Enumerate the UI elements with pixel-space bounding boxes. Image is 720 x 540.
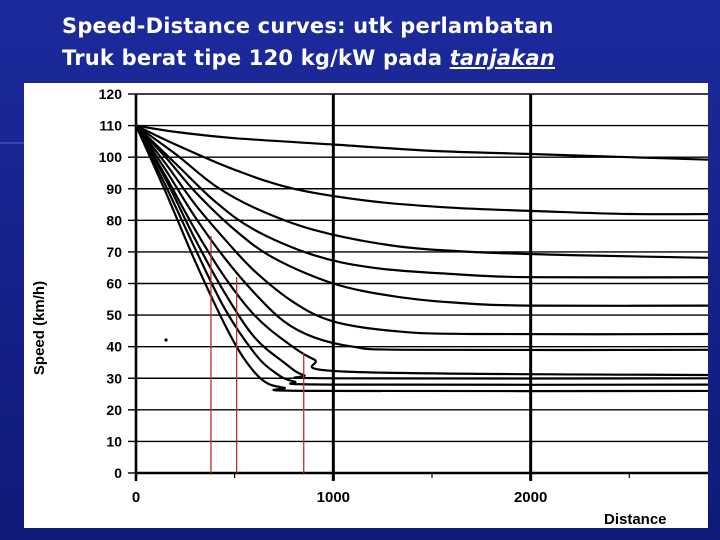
y-axis-label: Speed (km/h) [31, 281, 48, 375]
speed-curve-4 [135, 124, 708, 279]
chart-panel: 0102030405060708090100110120010002000300… [24, 83, 708, 528]
y-tick-label: 60 [106, 276, 122, 292]
speed-curve-11 [134, 125, 708, 393]
curve-layer [134, 124, 708, 393]
y-tick-label: 90 [106, 181, 122, 197]
y-tick-label: 110 [99, 118, 122, 134]
y-tick-label: 120 [99, 86, 123, 102]
x-tick-label: 1000 [317, 489, 350, 506]
speed-curve-7 [135, 124, 708, 352]
speed-curve-5 [135, 124, 708, 307]
grid-layer [128, 93, 708, 481]
title-line-2-emphasis: tanjakan [449, 46, 555, 70]
y-tick-label: 10 [106, 433, 122, 449]
y-tick-label: 100 [99, 149, 123, 165]
speed-curve-3 [135, 124, 708, 259]
speed-curve-9 [135, 125, 708, 380]
tick-layer: 0102030405060708090100110120010002000300… [99, 86, 548, 506]
y-tick-label: 0 [114, 465, 122, 481]
x-tick-label: 2000 [514, 489, 547, 506]
marker-layer [164, 236, 305, 473]
scan-dot [164, 338, 168, 342]
speed-distance-chart: 0102030405060708090100110120010002000300… [31, 86, 708, 528]
y-tick-label: 20 [106, 402, 122, 418]
title-line-2-text: Truk berat tipe 120 kg/kW pada [62, 46, 450, 70]
y-tick-label: 50 [106, 307, 122, 323]
x-axis-label: Distance [604, 511, 667, 528]
speed-curve-1 [135, 124, 708, 161]
y-tick-label: 80 [106, 212, 122, 228]
slide-title: Speed-Distance curves: utk perlambatan T… [62, 10, 712, 74]
speed-curve-2 [135, 124, 708, 216]
speed-curve-6 [135, 124, 708, 336]
side-ruler [0, 142, 24, 144]
y-tick-label: 70 [106, 244, 122, 260]
speed-curve-8 [135, 125, 708, 377]
title-line-1: Speed-Distance curves: utk perlambatan [62, 14, 554, 38]
speed-curve-10 [135, 125, 708, 386]
y-tick-label: 30 [106, 370, 122, 386]
y-tick-label: 40 [106, 339, 122, 355]
x-tick-label: 0 [132, 489, 140, 506]
title-line-2: Truk berat tipe 120 kg/kW pada tanjakan [62, 42, 712, 74]
